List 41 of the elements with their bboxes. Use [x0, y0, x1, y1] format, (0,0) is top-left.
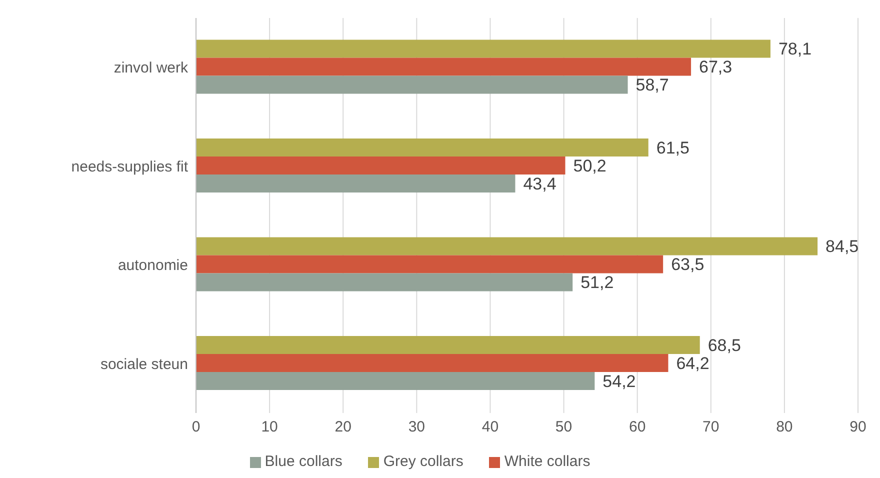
- y-tick-label: autonomie: [118, 257, 188, 274]
- bar: [196, 255, 664, 274]
- legend-label: Blue collars: [264, 453, 342, 470]
- x-tick-label: 30: [408, 418, 426, 436]
- x-tick-label: 20: [334, 418, 352, 436]
- bar: [196, 156, 566, 174]
- x-tick-label: 40: [482, 418, 499, 436]
- data-label: 68,5: [708, 336, 741, 355]
- data-label: 84,5: [826, 237, 859, 256]
- data-label: 43,4: [523, 174, 556, 194]
- data-label: 58,7: [636, 76, 669, 95]
- x-tick-label: 10: [261, 418, 278, 436]
- bar: [196, 174, 516, 192]
- legend-label: Grey collars: [383, 453, 464, 470]
- bar: [196, 76, 628, 94]
- bar: [196, 336, 700, 354]
- x-tick-label: 0: [192, 418, 200, 436]
- y-tick-label: sociale steun: [100, 356, 188, 373]
- y-tick-label: zinvol werk: [114, 60, 188, 77]
- bar: [196, 372, 595, 390]
- x-tick-label: 70: [702, 418, 720, 436]
- data-label: 51,2: [580, 273, 614, 292]
- bar: [196, 40, 770, 58]
- y-tick-label: needs-supplies fit: [71, 158, 189, 176]
- bar: [196, 138, 648, 156]
- bar: [196, 237, 818, 256]
- data-label: 78,1: [778, 40, 812, 59]
- data-label: 54,2: [602, 372, 636, 391]
- x-tick-label: 90: [850, 418, 866, 436]
- data-label: 50,2: [573, 156, 606, 176]
- x-tick-label: 80: [776, 418, 793, 436]
- bar: [196, 273, 573, 292]
- x-tick-label: 60: [628, 418, 646, 436]
- data-label: 63,5: [671, 255, 704, 274]
- data-label: 61,5: [656, 138, 690, 158]
- x-tick-label: 50: [555, 418, 572, 436]
- data-label: 67,3: [699, 58, 732, 77]
- data-label: 64,2: [676, 354, 710, 373]
- legend-label: White collars: [504, 453, 590, 470]
- bar: [196, 58, 692, 76]
- bar: [196, 354, 668, 372]
